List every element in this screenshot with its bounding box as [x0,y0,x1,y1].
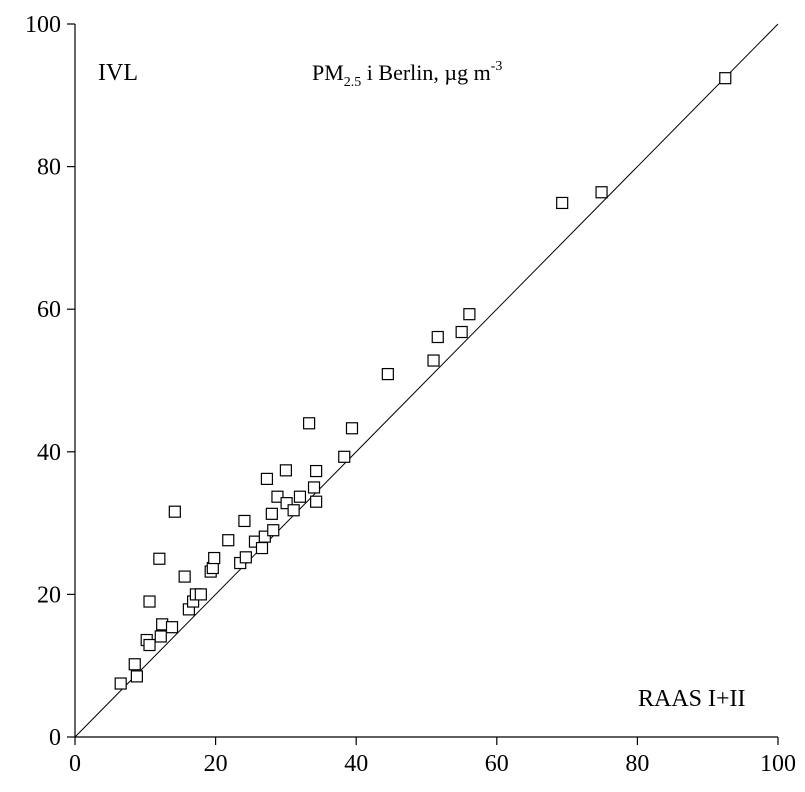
data-point [345,422,359,435]
data-point [455,325,468,339]
data-point [279,464,292,477]
x-tick-label: 60 [485,751,509,777]
data-point [143,595,156,608]
data-point [260,472,274,485]
data-point [267,524,280,537]
data-point [153,552,166,565]
data-point [178,570,191,583]
data-point [238,514,251,528]
data-point [265,507,278,520]
x-tick-label: 100 [760,751,796,777]
x-series-label: RAAS I+II [638,686,746,712]
axes [74,24,778,738]
data-point [338,450,351,463]
data-point [255,541,269,555]
data-point [143,638,156,652]
y-tick-label: 0 [49,725,61,751]
data-point [258,530,271,543]
y-series-label: IVL [98,60,138,86]
y-tick-label: 100 [25,12,61,38]
data-points [114,72,732,690]
y-tick-label: 20 [37,582,61,608]
x-tick-label: 0 [69,751,81,777]
data-point [381,367,394,381]
data-point [208,551,221,565]
one-to-one-line [74,23,779,738]
data-point [287,504,300,517]
data-point [165,621,179,634]
data-point [239,551,252,564]
data-point [128,658,141,671]
data-point [719,72,732,85]
data-point [302,417,316,430]
data-point [271,490,284,503]
data-point [222,534,235,547]
data-point [194,588,207,601]
title-middle: i Berlin, µg m [361,60,490,85]
data-point [595,186,608,199]
data-point [293,490,307,503]
data-point [307,481,321,494]
data-point [556,196,569,210]
data-point [154,630,167,643]
data-point [168,505,181,518]
data-point [206,561,219,575]
y-tick-label: 80 [37,155,61,181]
title-prefix: PM [312,60,344,85]
data-point [427,354,440,367]
tick-labels: 0 20 40 60 80 100 0 20 40 60 80 100 [25,12,796,777]
y-tick-label: 40 [37,440,61,466]
data-point [310,464,323,478]
data-point [280,497,293,510]
data-point [310,495,323,508]
chart-title: PM2.5 i Berlin, µg m-3 [312,59,502,90]
x-tick-label: 80 [625,751,649,777]
x-tick-label: 40 [344,751,368,777]
y-tick-label: 60 [37,297,61,323]
title-subscript: 2.5 [344,75,362,90]
ticks [67,23,779,745]
title-superscript: -3 [491,59,503,74]
data-point [114,677,127,690]
data-point [431,330,444,344]
x-tick-label: 20 [204,751,228,777]
data-point [130,670,143,683]
data-point [463,308,476,321]
